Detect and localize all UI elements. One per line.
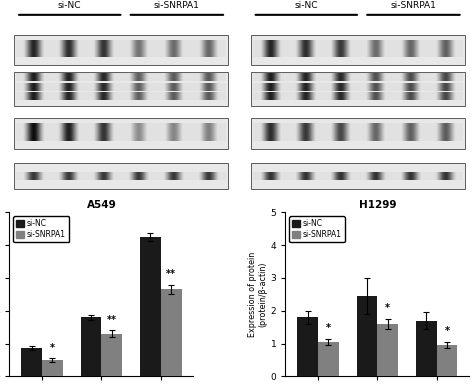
Bar xyxy=(251,163,465,189)
Text: *: * xyxy=(326,323,331,333)
Title: A549: A549 xyxy=(87,200,116,210)
Bar xyxy=(81,317,101,376)
Text: si-SNRPA1: si-SNRPA1 xyxy=(391,1,437,10)
Bar xyxy=(14,35,228,65)
Bar xyxy=(251,35,465,65)
Text: **: ** xyxy=(107,315,117,325)
Bar xyxy=(161,290,182,376)
Bar xyxy=(42,360,63,376)
Text: *: * xyxy=(445,326,449,336)
Text: si-NC: si-NC xyxy=(58,1,82,10)
Text: **: ** xyxy=(166,269,176,279)
Title: H1299: H1299 xyxy=(358,200,396,210)
Bar xyxy=(297,317,318,376)
Legend: si-NC, si-SNRPA1: si-NC, si-SNRPA1 xyxy=(13,216,69,242)
Text: si-SNRPA1: si-SNRPA1 xyxy=(154,1,200,10)
Bar xyxy=(377,324,398,376)
Bar xyxy=(416,321,437,376)
Bar xyxy=(437,345,457,376)
Text: *: * xyxy=(385,303,390,313)
Bar xyxy=(318,342,339,376)
Bar xyxy=(14,72,228,106)
Legend: si-NC, si-SNRPA1: si-NC, si-SNRPA1 xyxy=(289,216,345,242)
Bar xyxy=(14,163,228,189)
Bar xyxy=(251,118,465,149)
Bar xyxy=(101,334,122,376)
Y-axis label: Expression of protein
(protein/β-actin): Expression of protein (protein/β-actin) xyxy=(248,252,268,337)
Bar xyxy=(356,296,377,376)
Bar xyxy=(21,348,42,376)
Text: si-NC: si-NC xyxy=(294,1,318,10)
Bar xyxy=(14,118,228,149)
Bar xyxy=(251,72,465,106)
Text: *: * xyxy=(50,343,55,353)
Bar xyxy=(140,237,161,376)
